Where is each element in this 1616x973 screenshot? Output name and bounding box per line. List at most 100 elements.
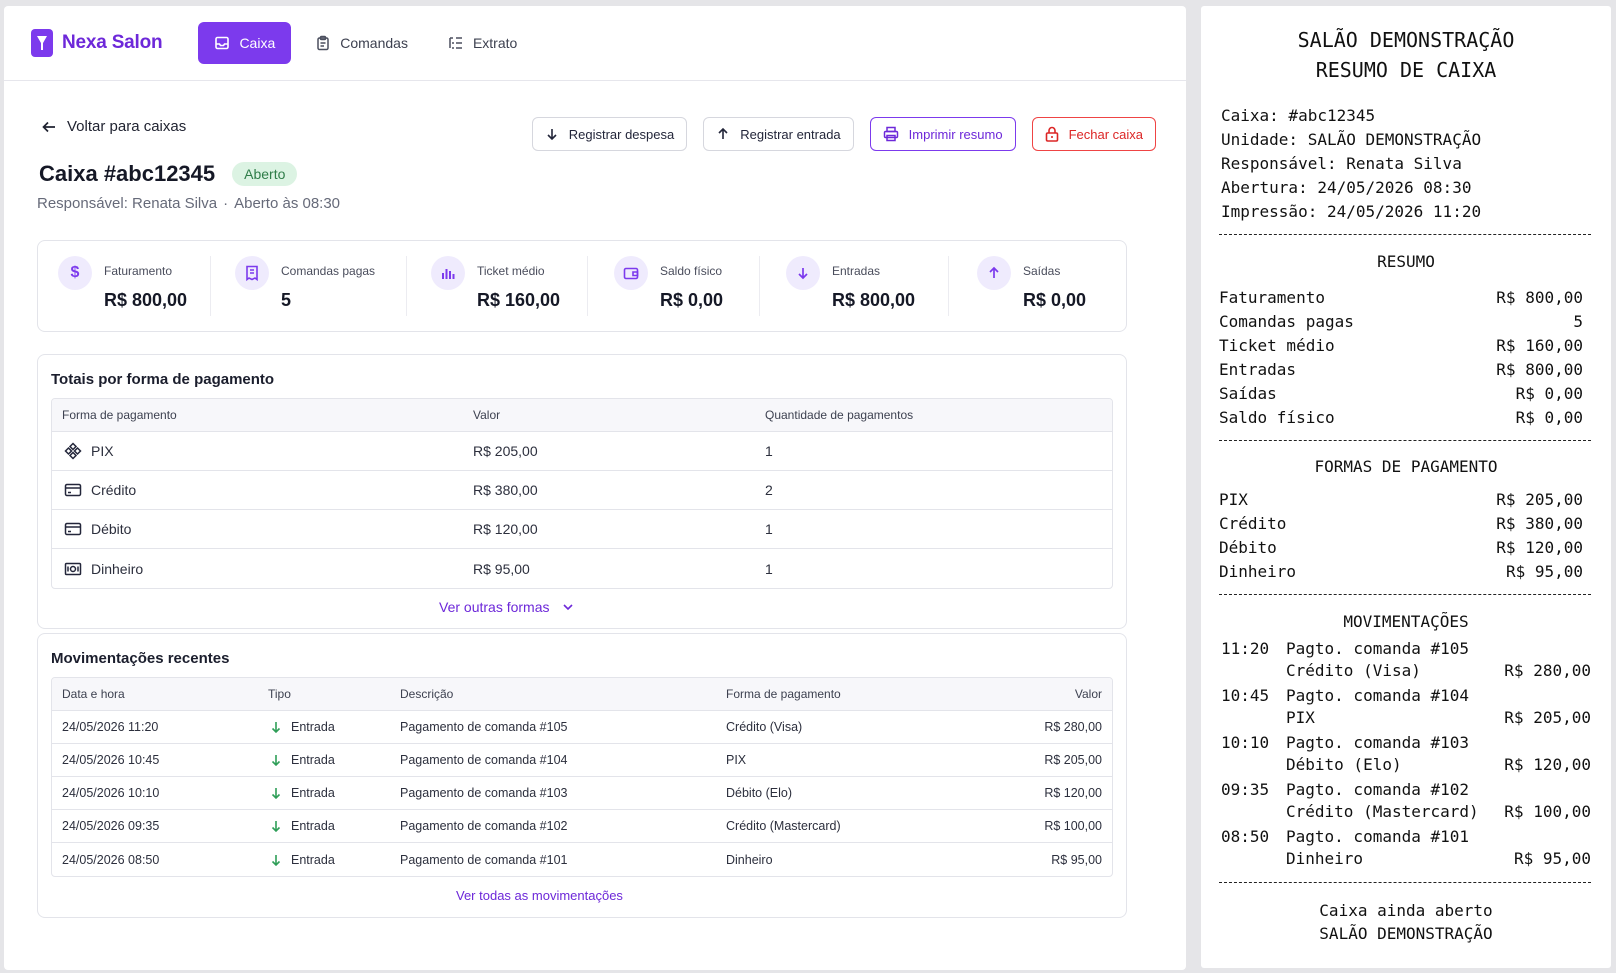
view-all-movements-link[interactable]: Ver todas as movimentações	[456, 888, 623, 903]
receipt-summary-row: Comandas pagas 5	[1219, 312, 1583, 331]
receipt-movement-time: 09:35	[1221, 780, 1270, 799]
payments-table: Forma de pagamento Valor Quantidade de p…	[51, 398, 1113, 589]
button-label: Registrar entrada	[740, 126, 841, 142]
table-row[interactable]: 24/05/2026 10:10 Entrada Pagamento de co…	[52, 777, 1112, 810]
dollar-icon: $	[58, 256, 92, 290]
table-row[interactable]: 24/05/2026 11:20 Entrada Pagamento de co…	[52, 711, 1112, 744]
receipt-section-title: FORMAS DE PAGAMENTO	[1314, 457, 1498, 476]
movement-datetime: 24/05/2026 09:35	[62, 819, 160, 833]
kpi-value: R$ 0,00	[660, 290, 724, 310]
nav-tab-comandas[interactable]: Comandas	[299, 22, 424, 64]
kpi-label: Faturamento	[104, 264, 173, 278]
movement-value: R$ 120,00	[1044, 786, 1102, 800]
movement-description: Pagamento de comanda #105	[400, 720, 568, 734]
top-navigation: Nexa Salon Caixa Comandas Extrato	[4, 6, 1186, 81]
arrow-down-icon	[786, 256, 820, 290]
debit-card-icon	[64, 522, 82, 536]
back-link[interactable]: Voltar para caixas	[41, 118, 186, 135]
credit-card-icon	[64, 483, 82, 497]
table-header: Data e hora Tipo Descrição Forma de paga…	[52, 678, 1112, 711]
brand-logo[interactable]: Nexa Salon	[31, 29, 163, 57]
row-label: Dinheiro	[1219, 562, 1297, 581]
receipt-movement-time: 10:10	[1221, 733, 1270, 752]
row-label: Débito	[1219, 538, 1277, 557]
method-label: Débito	[91, 521, 132, 537]
receipt-info: Caixa: #abc12345	[1221, 106, 1376, 125]
receipt-title: SALÃO DEMONSTRAÇÃO	[1297, 28, 1515, 52]
receipt-movement-time: 08:50	[1221, 827, 1270, 846]
show-more-payments-link[interactable]: Ver outras formas	[439, 599, 574, 615]
column-header: Descrição	[400, 687, 454, 701]
pix-icon	[64, 442, 82, 460]
receipt-movement-desc: Pagto. comanda #103	[1286, 733, 1470, 752]
kpi-value: R$ 0,00	[1023, 290, 1087, 310]
type-label: Entrada	[291, 720, 335, 734]
payment-method: Dinheiro	[64, 560, 143, 578]
print-summary-button[interactable]: Imprimir resumo	[869, 117, 1016, 151]
nav-tab-caixa[interactable]: Caixa	[198, 22, 292, 64]
kpi-saidas: Saídas R$ 0,00	[949, 256, 1119, 316]
nav-tab-label: Extrato	[472, 35, 518, 51]
row-value: 5	[1573, 312, 1583, 331]
type-label: Entrada	[291, 852, 335, 867]
table-row[interactable]: Débito R$ 120,00 1	[52, 510, 1112, 549]
wallet-icon	[614, 256, 648, 290]
table-row[interactable]: PIX R$ 205,00 1	[52, 432, 1112, 471]
close-register-button[interactable]: Fechar caixa	[1031, 117, 1156, 151]
payment-value: R$ 95,00	[473, 560, 530, 577]
action-bar: Registrar despesa Registrar entrada Impr…	[516, 117, 1156, 151]
table-row[interactable]: 24/05/2026 08:50 Entrada Pagamento de co…	[52, 843, 1112, 876]
column-header: Data e hora	[62, 687, 125, 701]
row-label: Dinheiro	[1286, 849, 1364, 868]
arrow-down-icon	[271, 722, 281, 733]
receipt-summary-row: Saldo físico R$ 0,00	[1219, 408, 1583, 427]
table-row[interactable]: Crédito R$ 380,00 2	[52, 471, 1112, 510]
row-value: R$ 205,00	[1504, 708, 1591, 727]
register-income-button[interactable]: Registrar entrada	[703, 117, 854, 151]
movement-method: Dinheiro	[726, 852, 773, 867]
receipt-info: Responsável: Renata Silva	[1221, 154, 1462, 173]
receipt-payment-row: PIX R$ 205,00	[1219, 490, 1583, 509]
list-icon	[449, 37, 462, 49]
table-row[interactable]: 24/05/2026 10:45 Entrada Pagamento de co…	[52, 744, 1112, 777]
arrow-left-icon	[42, 121, 55, 132]
table-row[interactable]: 24/05/2026 09:35 Entrada Pagamento de co…	[52, 810, 1112, 843]
row-value: R$ 160,00	[1496, 336, 1583, 355]
kpi-ticket-medio: Ticket médio R$ 160,00	[407, 256, 588, 316]
movement-value: R$ 95,00	[1051, 852, 1102, 867]
payment-method: Débito	[64, 520, 131, 538]
kpi-label: Entradas	[832, 264, 881, 278]
kpi-label: Saídas	[1023, 264, 1061, 278]
kpi-strip: $ Faturamento R$ 800,00 Comandas pagas 5 T…	[37, 240, 1127, 332]
arrow-up-icon	[977, 256, 1011, 290]
receipt-movement-detail: Crédito (Visa) R$ 280,00	[1286, 661, 1591, 680]
receipt-info: Abertura: 24/05/2026 08:30	[1221, 178, 1472, 197]
receipt-info: Unidade: SALÃO DEMONSTRAÇÃO	[1221, 130, 1482, 149]
row-value: R$ 205,00	[1496, 490, 1583, 509]
receipt-icon	[235, 256, 269, 290]
kpi-faturamento: $ Faturamento R$ 800,00	[38, 256, 211, 316]
receipt-movement-time: 11:20	[1221, 639, 1270, 658]
receipt-subtitle: RESUMO DE CAIXA	[1315, 58, 1497, 82]
register-expense-button[interactable]: Registrar despesa	[531, 117, 688, 151]
payment-qty: 1	[765, 521, 773, 537]
receipt-preview: SALÃO DEMONSTRAÇÃO RESUMO DE CAIXA Caixa…	[1201, 6, 1611, 968]
movement-type: Entrada	[270, 819, 335, 833]
row-label: PIX	[1286, 708, 1315, 727]
row-label: Faturamento	[1219, 288, 1325, 307]
movement-description: Pagamento de comanda #102	[400, 819, 568, 833]
table-row[interactable]: Dinheiro R$ 95,00 1	[52, 549, 1112, 588]
type-label: Entrada	[291, 819, 335, 833]
movements-table: Data e hora Tipo Descrição Forma de paga…	[51, 677, 1113, 877]
kpi-comandas-pagas: Comandas pagas 5	[211, 256, 407, 316]
movement-datetime: 24/05/2026 11:20	[62, 720, 159, 734]
divider	[1219, 882, 1591, 883]
nav-tab-label: Caixa	[239, 35, 276, 51]
row-value: R$ 0,00	[1515, 408, 1583, 427]
movement-datetime: 24/05/2026 10:45	[62, 753, 160, 767]
status-badge: Aberto	[232, 162, 298, 186]
row-value: R$ 380,00	[1496, 514, 1583, 533]
movement-value: R$ 100,00	[1044, 819, 1102, 833]
kpi-label: Comandas pagas	[281, 264, 376, 278]
nav-tab-extrato[interactable]: Extrato	[432, 22, 533, 64]
